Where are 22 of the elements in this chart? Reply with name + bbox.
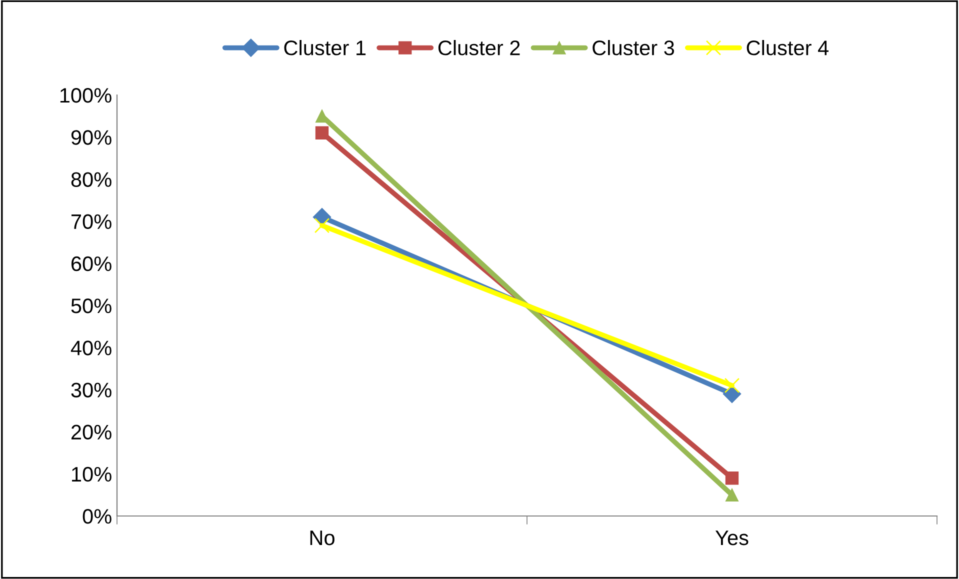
x-tick-label: No bbox=[310, 530, 334, 546]
point bbox=[315, 126, 329, 140]
x-tick-label: Yes bbox=[715, 530, 748, 546]
point bbox=[314, 218, 330, 234]
y-tick-label: 100% bbox=[60, 88, 112, 103]
y-tick-label: 0% bbox=[82, 509, 112, 524]
y-tick-label: 80% bbox=[71, 172, 112, 187]
y-tick-label: 90% bbox=[71, 130, 112, 145]
legend-label: Cluster 1 bbox=[284, 40, 366, 56]
point bbox=[724, 378, 740, 394]
y-tick-label: 60% bbox=[72, 256, 112, 272]
point bbox=[725, 472, 739, 485]
point bbox=[725, 488, 739, 502]
y-tick-label: 70% bbox=[72, 214, 112, 230]
y-tick-label: 30% bbox=[71, 382, 112, 398]
legend-label: Cluster 4 bbox=[746, 40, 829, 56]
legend-label: Cluster 2 bbox=[438, 40, 520, 56]
y-tick-label: 50% bbox=[71, 298, 112, 314]
y-tick-label: 40% bbox=[70, 340, 112, 356]
legend-label: Cluster 3 bbox=[592, 40, 674, 56]
y-tick-label: 10% bbox=[72, 466, 112, 482]
y-tick-label: 20% bbox=[71, 424, 112, 440]
